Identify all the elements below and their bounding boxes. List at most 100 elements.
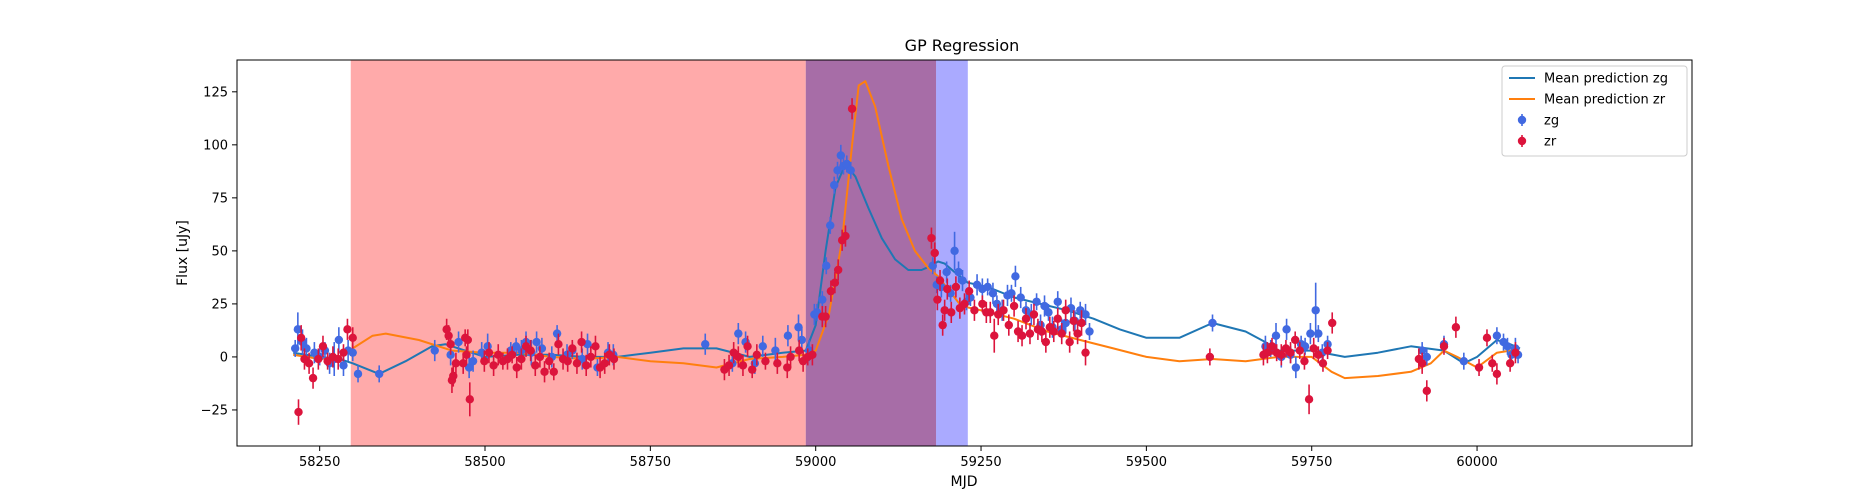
data-point: [771, 346, 780, 355]
data-point: [1286, 348, 1295, 357]
legend-marker-swatch: [1517, 136, 1527, 146]
data-point: [1061, 318, 1070, 328]
data-point: [1081, 348, 1090, 357]
chart-title: GP Regression: [905, 36, 1020, 55]
data-point: [1488, 359, 1497, 368]
data-point: [734, 329, 743, 338]
data-point: [462, 350, 471, 360]
data-point: [1314, 329, 1323, 338]
data-point: [752, 350, 762, 360]
data-point: [294, 407, 303, 417]
data-point: [1049, 327, 1058, 336]
data-point: [1065, 337, 1074, 347]
y-axis-label: Flux [uJy]: [175, 220, 191, 286]
data-point: [1032, 297, 1041, 306]
data-point: [577, 337, 586, 347]
data-point: [1053, 297, 1062, 306]
data-point: [353, 369, 363, 379]
data-point: [943, 284, 952, 294]
data-point: [454, 337, 463, 347]
data-point: [826, 286, 836, 296]
data-point: [1016, 293, 1025, 302]
shaded-regions: [350, 60, 968, 446]
series-zr: [294, 98, 1520, 425]
data-point: [960, 299, 969, 309]
data-point: [1295, 346, 1305, 355]
data-point: [821, 312, 830, 321]
data-point: [291, 344, 300, 353]
x-tick-label: 58500: [464, 455, 505, 470]
data-point: [1290, 335, 1300, 345]
data-point: [818, 295, 827, 304]
data-point: [1482, 333, 1492, 343]
data-point: [318, 342, 328, 351]
data-point: [830, 180, 839, 190]
data-point: [986, 308, 995, 317]
data-point: [933, 295, 942, 304]
data-point: [794, 323, 803, 332]
legend-label: zg: [1544, 114, 1559, 129]
data-point: [1511, 348, 1520, 357]
data-point: [296, 333, 306, 343]
data-point: [537, 344, 547, 353]
data-point: [990, 331, 999, 340]
y-tick-label: 125: [203, 85, 228, 100]
data-point: [446, 339, 455, 349]
data-point: [308, 373, 318, 383]
data-point: [1009, 301, 1019, 311]
observation-points: [291, 98, 1523, 425]
data-point: [1081, 310, 1090, 319]
data-point: [582, 361, 591, 370]
data-point: [465, 395, 474, 404]
data-point: [833, 265, 843, 275]
data-point: [822, 261, 831, 270]
data-point: [738, 361, 748, 370]
data-point: [964, 286, 974, 296]
data-point: [540, 367, 549, 376]
data-point: [983, 282, 992, 292]
data-point: [552, 329, 562, 338]
data-point: [507, 350, 517, 360]
data-point: [1011, 272, 1020, 281]
data-point: [1439, 342, 1449, 351]
legend-label: zr: [1544, 135, 1557, 150]
shaded-region-2: [805, 60, 937, 446]
data-point: [339, 361, 348, 370]
shaded-region-1: [350, 60, 806, 446]
data-point: [563, 356, 572, 366]
data-point: [1017, 331, 1027, 340]
data-point: [374, 369, 384, 379]
data-point: [532, 337, 541, 347]
data-point: [940, 306, 949, 315]
data-point: [724, 361, 734, 370]
data-point: [464, 363, 474, 372]
data-point: [1263, 348, 1272, 357]
data-point: [449, 371, 458, 381]
data-point: [999, 306, 1008, 315]
data-point: [758, 342, 767, 351]
x-tick-label: 59000: [795, 455, 836, 470]
data-point: [734, 352, 743, 362]
data-point: [444, 331, 453, 340]
data-point: [1205, 352, 1215, 362]
data-point: [468, 356, 478, 366]
data-point: [1061, 306, 1070, 315]
data-point: [517, 354, 526, 364]
data-point: [1025, 329, 1035, 338]
data-point: [1277, 350, 1286, 360]
data-point: [1282, 325, 1291, 334]
data-point: [1474, 363, 1484, 372]
data-point: [1318, 359, 1328, 368]
data-point: [836, 151, 846, 160]
x-tick-label: 58750: [630, 455, 671, 470]
data-point: [1451, 323, 1461, 332]
y-tick-label: 50: [211, 244, 228, 259]
data-point: [1323, 346, 1332, 355]
data-point: [293, 325, 303, 334]
data-point: [1041, 337, 1051, 347]
data-point: [531, 361, 540, 370]
data-point: [1503, 342, 1512, 351]
data-point: [333, 354, 343, 364]
data-point: [748, 365, 757, 374]
